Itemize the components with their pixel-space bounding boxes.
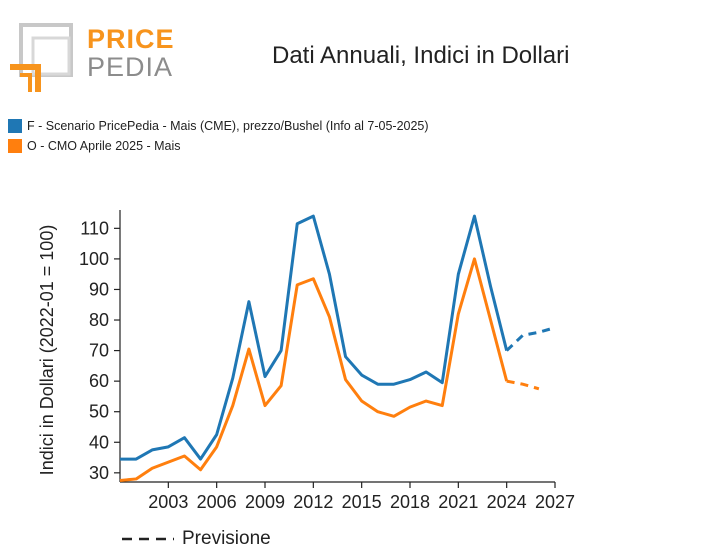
series-line-1 <box>119 257 509 482</box>
x-tick-label: 2009 <box>245 492 285 512</box>
legend-label: O - CMO Aprile 2025 - Mais <box>27 139 181 153</box>
legend-item-series-o: O - CMO Aprile 2025 - Mais <box>8 139 181 153</box>
x-tick-label: 2003 <box>148 492 188 512</box>
x-tick-label: 2006 <box>197 492 237 512</box>
pricepedia-logo: PRICE PEDIA <box>8 22 174 94</box>
series-line-0 <box>120 214 509 461</box>
x-tick-label: 2024 <box>487 492 527 512</box>
forecast-line-1 <box>506 379 540 391</box>
x-tick-label: 2027 <box>535 492 575 512</box>
y-axis-title: Indici in Dollari (2022-01 = 100) <box>37 225 57 476</box>
x-tick-label: 2018 <box>390 492 430 512</box>
legend-label: F - Scenario PricePedia - Mais (CME), pr… <box>27 119 429 133</box>
y-tick-label: 100 <box>79 249 109 269</box>
x-tick-label: 2021 <box>438 492 478 512</box>
logo-mark-icon <box>10 23 73 92</box>
logo-word-price: PRICE <box>87 24 175 54</box>
y-tick-label: 40 <box>89 432 109 452</box>
dashed-line-icon <box>122 537 174 541</box>
forecast-line-0 <box>505 326 556 352</box>
x-tick-label: 2015 <box>342 492 382 512</box>
y-tick-label: 70 <box>89 341 109 361</box>
forecast-legend: Previsione <box>122 528 271 550</box>
logo-word-pedia: PEDIA <box>87 52 174 82</box>
x-tick-label: 2012 <box>293 492 333 512</box>
forecast-legend-label: Previsione <box>182 528 271 549</box>
legend-swatch-orange <box>8 139 22 153</box>
y-tick-label: 50 <box>89 402 109 422</box>
chart-title: Dati Annuali, Indici in Dollari <box>272 42 570 69</box>
y-tick-label: 90 <box>89 279 109 299</box>
y-tick-label: 80 <box>89 310 109 330</box>
y-tick-label: 60 <box>89 371 109 391</box>
y-tick-label: 110 <box>80 218 109 238</box>
legend-item-series-f: F - Scenario PricePedia - Mais (CME), pr… <box>8 119 429 133</box>
y-tick-label: 30 <box>89 463 109 483</box>
legend-swatch-blue <box>8 119 22 133</box>
